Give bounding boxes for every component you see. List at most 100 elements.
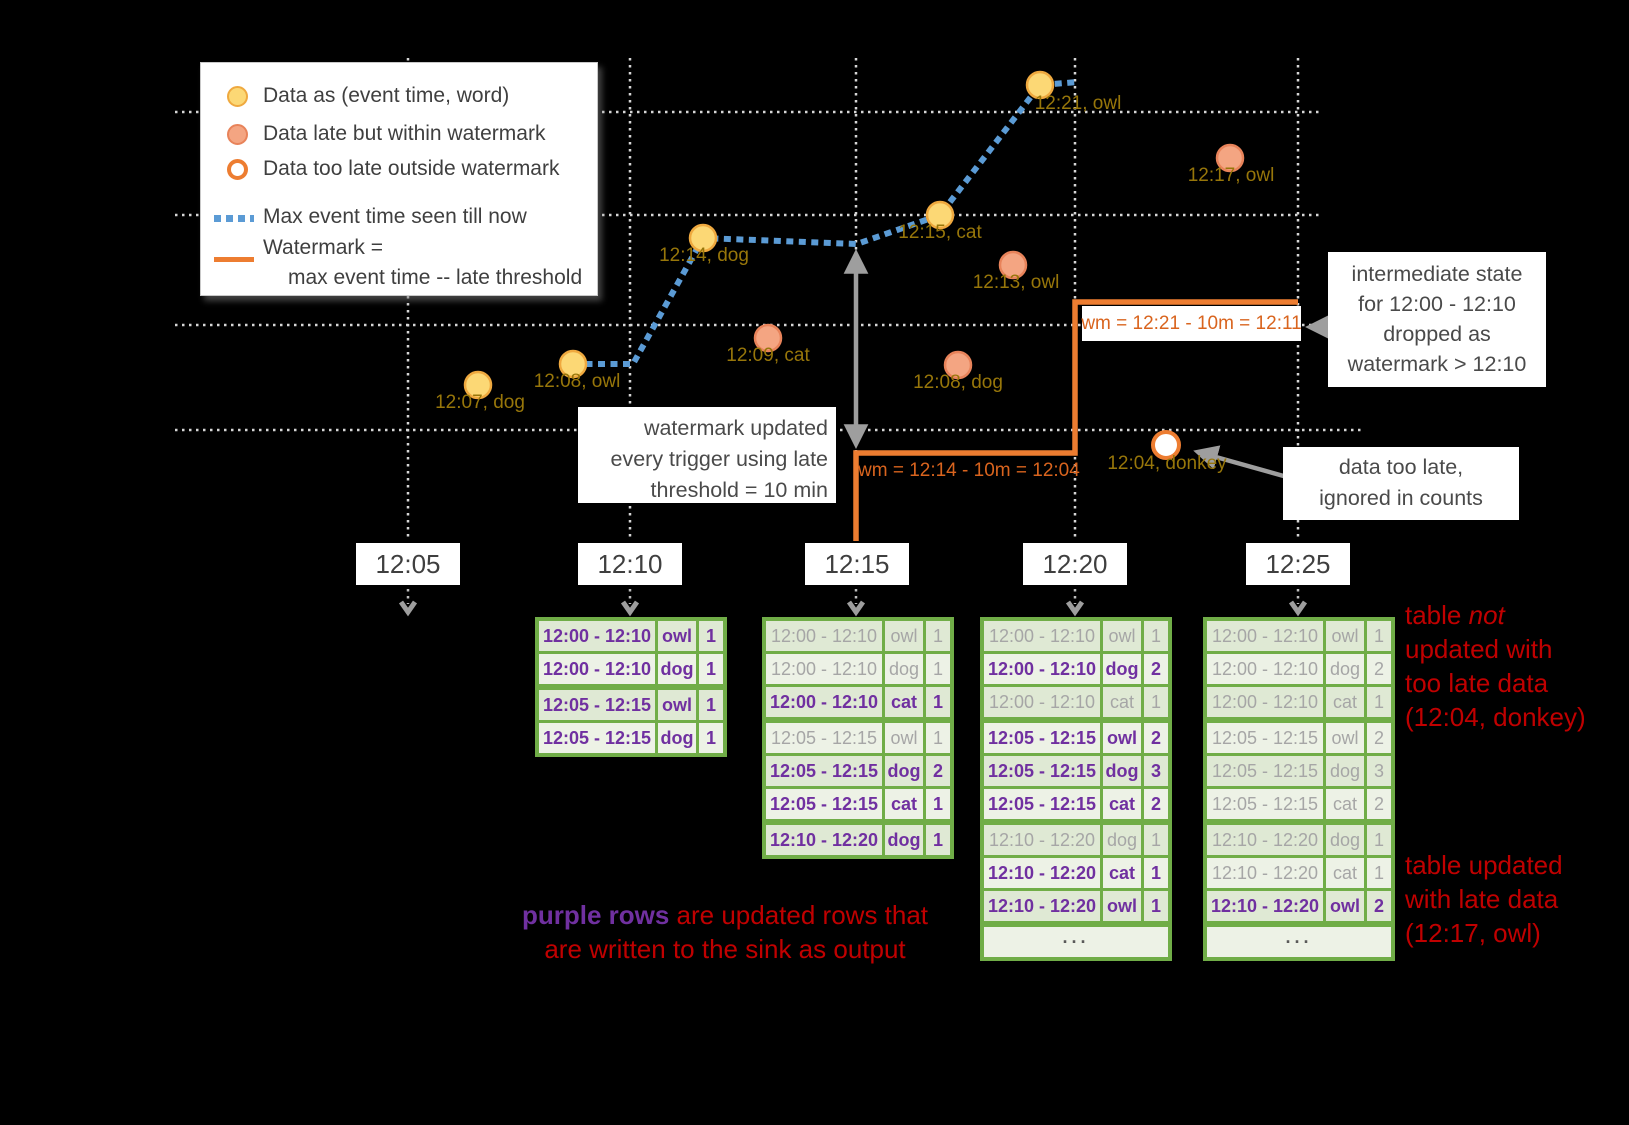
table-cell-win: 12:05 - 12:15: [766, 756, 882, 786]
table-row: 12:10 - 12:20 dog 1: [984, 825, 1168, 855]
note-line: purple rows are updated rows that: [521, 900, 929, 930]
table-cell-cnt: 2: [1367, 891, 1391, 921]
callout-line: every trigger using late: [610, 447, 829, 471]
table-cell-cnt: 3: [1144, 756, 1168, 786]
table-cell-win: 12:05 - 12:15: [766, 789, 882, 819]
table-row: 12:05 - 12:15 dog 3: [984, 756, 1168, 786]
table-cell-word: owl: [1326, 621, 1364, 651]
data-point-ontime: [925, 200, 955, 230]
trigger-arrows: [398, 589, 1308, 617]
table-cell-word: cat: [1326, 858, 1364, 888]
table-cell-cnt: 1: [1367, 687, 1391, 717]
table-cell-word: owl: [1103, 621, 1141, 651]
table-cell-win: 12:05 - 12:15: [1207, 756, 1323, 786]
max-event-time-line: [573, 79, 1079, 367]
data-point-ontime: [1025, 70, 1055, 100]
data-point-label: 12:15, cat: [898, 222, 982, 243]
table-cell-word: cat: [1103, 858, 1141, 888]
note-line: updated with: [1405, 634, 1553, 664]
callout-line: ignored in counts: [1319, 486, 1483, 510]
table-cell-word: dog: [1103, 654, 1141, 684]
note-line: (12:17, owl): [1405, 918, 1541, 948]
data-point-late: [998, 250, 1028, 280]
wm-label-12-11: wm = 12:21 - 10m = 12:11: [1081, 312, 1302, 334]
max-event-line-icon: [214, 215, 254, 222]
table-cell-cnt: 1: [699, 621, 723, 651]
table-cell-word: owl: [1103, 723, 1141, 753]
table-cell-cnt: 2: [1144, 723, 1168, 753]
table-cell-cnt: 1: [699, 654, 723, 684]
table-cell-cnt: 1: [699, 690, 723, 720]
table-cell-cnt: 1: [926, 687, 950, 717]
table-cell-word: dog: [1326, 654, 1364, 684]
table-row: 12:00 - 12:10 cat 1: [766, 687, 950, 717]
table-row: 12:05 - 12:15 dog 3: [1207, 756, 1391, 786]
table-row: 12:00 - 12:10 owl 1: [984, 621, 1168, 651]
table-cell-win: 12:10 - 12:20: [984, 858, 1100, 888]
data-point-label: 12:07, dog: [435, 392, 525, 413]
table-cell-word: dog: [885, 756, 923, 786]
wm-label-12-04: wm = 12:14 - 10m = 12:04: [858, 460, 1080, 481]
legend-item-watermark: Watermark =: [263, 236, 383, 259]
result-table-12-20: 12:00 - 12:10 owl 1 12:00 - 12:10 dog 2 12:00 …: [980, 617, 1172, 961]
table-row: 12:00 - 12:10 dog 2: [1207, 654, 1391, 684]
table-row: 12:00 - 12:10 dog 1: [539, 654, 723, 684]
table-cell-word: cat: [885, 789, 923, 819]
note-line: (12:04, donkey): [1405, 702, 1586, 732]
table-cell-win: 12:00 - 12:10: [1207, 654, 1323, 684]
note-line: with late data: [1405, 884, 1559, 914]
table-cell-cnt: 1: [699, 723, 723, 753]
table-cell-win: 12:10 - 12:20: [984, 825, 1100, 855]
table-cell-cnt: 1: [1367, 825, 1391, 855]
data-point-label: 12:21, owl: [1034, 93, 1122, 114]
data-point-late: [943, 350, 973, 380]
table-cell-word: owl: [658, 621, 696, 651]
table-cell-win: 12:00 - 12:10: [766, 654, 882, 684]
watermark-line-icon: [214, 257, 254, 262]
note-not-updated: table not updated with too late data (12…: [1405, 598, 1586, 734]
data-point-label: 12:09, cat: [726, 345, 810, 366]
note-line: table updated: [1405, 850, 1563, 880]
table-cell-word: cat: [1103, 789, 1141, 819]
data-point-label: 12:17, owl: [1187, 165, 1275, 186]
table-cell-cnt: 1: [1144, 858, 1168, 888]
table-row: 12:10 - 12:20 dog 1: [1207, 825, 1391, 855]
data-point-ontime: [558, 349, 588, 379]
table-cell-word: dog: [658, 654, 696, 684]
callout-line: intermediate state: [1351, 262, 1523, 286]
callout-data-too-late: data too late, ignored in counts: [1283, 447, 1519, 520]
table-cell-win: 12:00 - 12:10: [984, 621, 1100, 651]
data-point-label: 12:14, dog: [659, 245, 749, 266]
table-cell-word: cat: [1326, 789, 1364, 819]
table-row: 12:00 - 12:10 owl 1: [1207, 621, 1391, 651]
note-line: are written to the sink as output: [544, 934, 906, 964]
table-cell-word: owl: [885, 621, 923, 651]
table-cell-cnt: 2: [1367, 654, 1391, 684]
axis-label-12-20: 12:20: [1023, 543, 1127, 585]
table-cell-win: 12:05 - 12:15: [1207, 789, 1323, 819]
table-cell-word: dog: [885, 654, 923, 684]
table-cell-win: 12:05 - 12:15: [984, 789, 1100, 819]
table-row: 12:00 - 12:10 dog 2: [984, 654, 1168, 684]
table-cell-win: 12:05 - 12:15: [1207, 723, 1323, 753]
table-cell-win: 12:00 - 12:10: [539, 621, 655, 651]
watermark-line: [853, 299, 1298, 541]
result-table-12-15: 12:00 - 12:10 owl 1 12:00 - 12:10 dog 1 12:00 …: [762, 617, 954, 859]
callout-line: watermark updated: [643, 416, 828, 440]
table-cell-word: owl: [1326, 891, 1364, 921]
callout-watermark-updated: watermark updated every trigger using la…: [578, 407, 836, 503]
table-cell-word: owl: [885, 723, 923, 753]
callout-line: dropped as: [1383, 322, 1491, 346]
data-point-late: [1215, 143, 1245, 173]
table-cell-word: dog: [1326, 825, 1364, 855]
table-cell-word: dog: [1103, 825, 1141, 855]
table-cell-win: 12:05 - 12:15: [766, 723, 882, 753]
axis-label-12-10: 12:10: [578, 543, 682, 585]
table-row: 12:05 - 12:15 owl 1: [539, 690, 723, 720]
table-row: 12:05 - 12:15 cat 1: [766, 789, 950, 819]
table-cell-cnt: 2: [926, 756, 950, 786]
table-row: 12:10 - 12:20 dog 1: [766, 825, 950, 855]
callout-line: threshold = 10 min: [650, 478, 828, 502]
table-row-ellipsis: ···: [984, 927, 1168, 957]
legend-item-toolate: Data too late outside watermark: [263, 157, 560, 180]
